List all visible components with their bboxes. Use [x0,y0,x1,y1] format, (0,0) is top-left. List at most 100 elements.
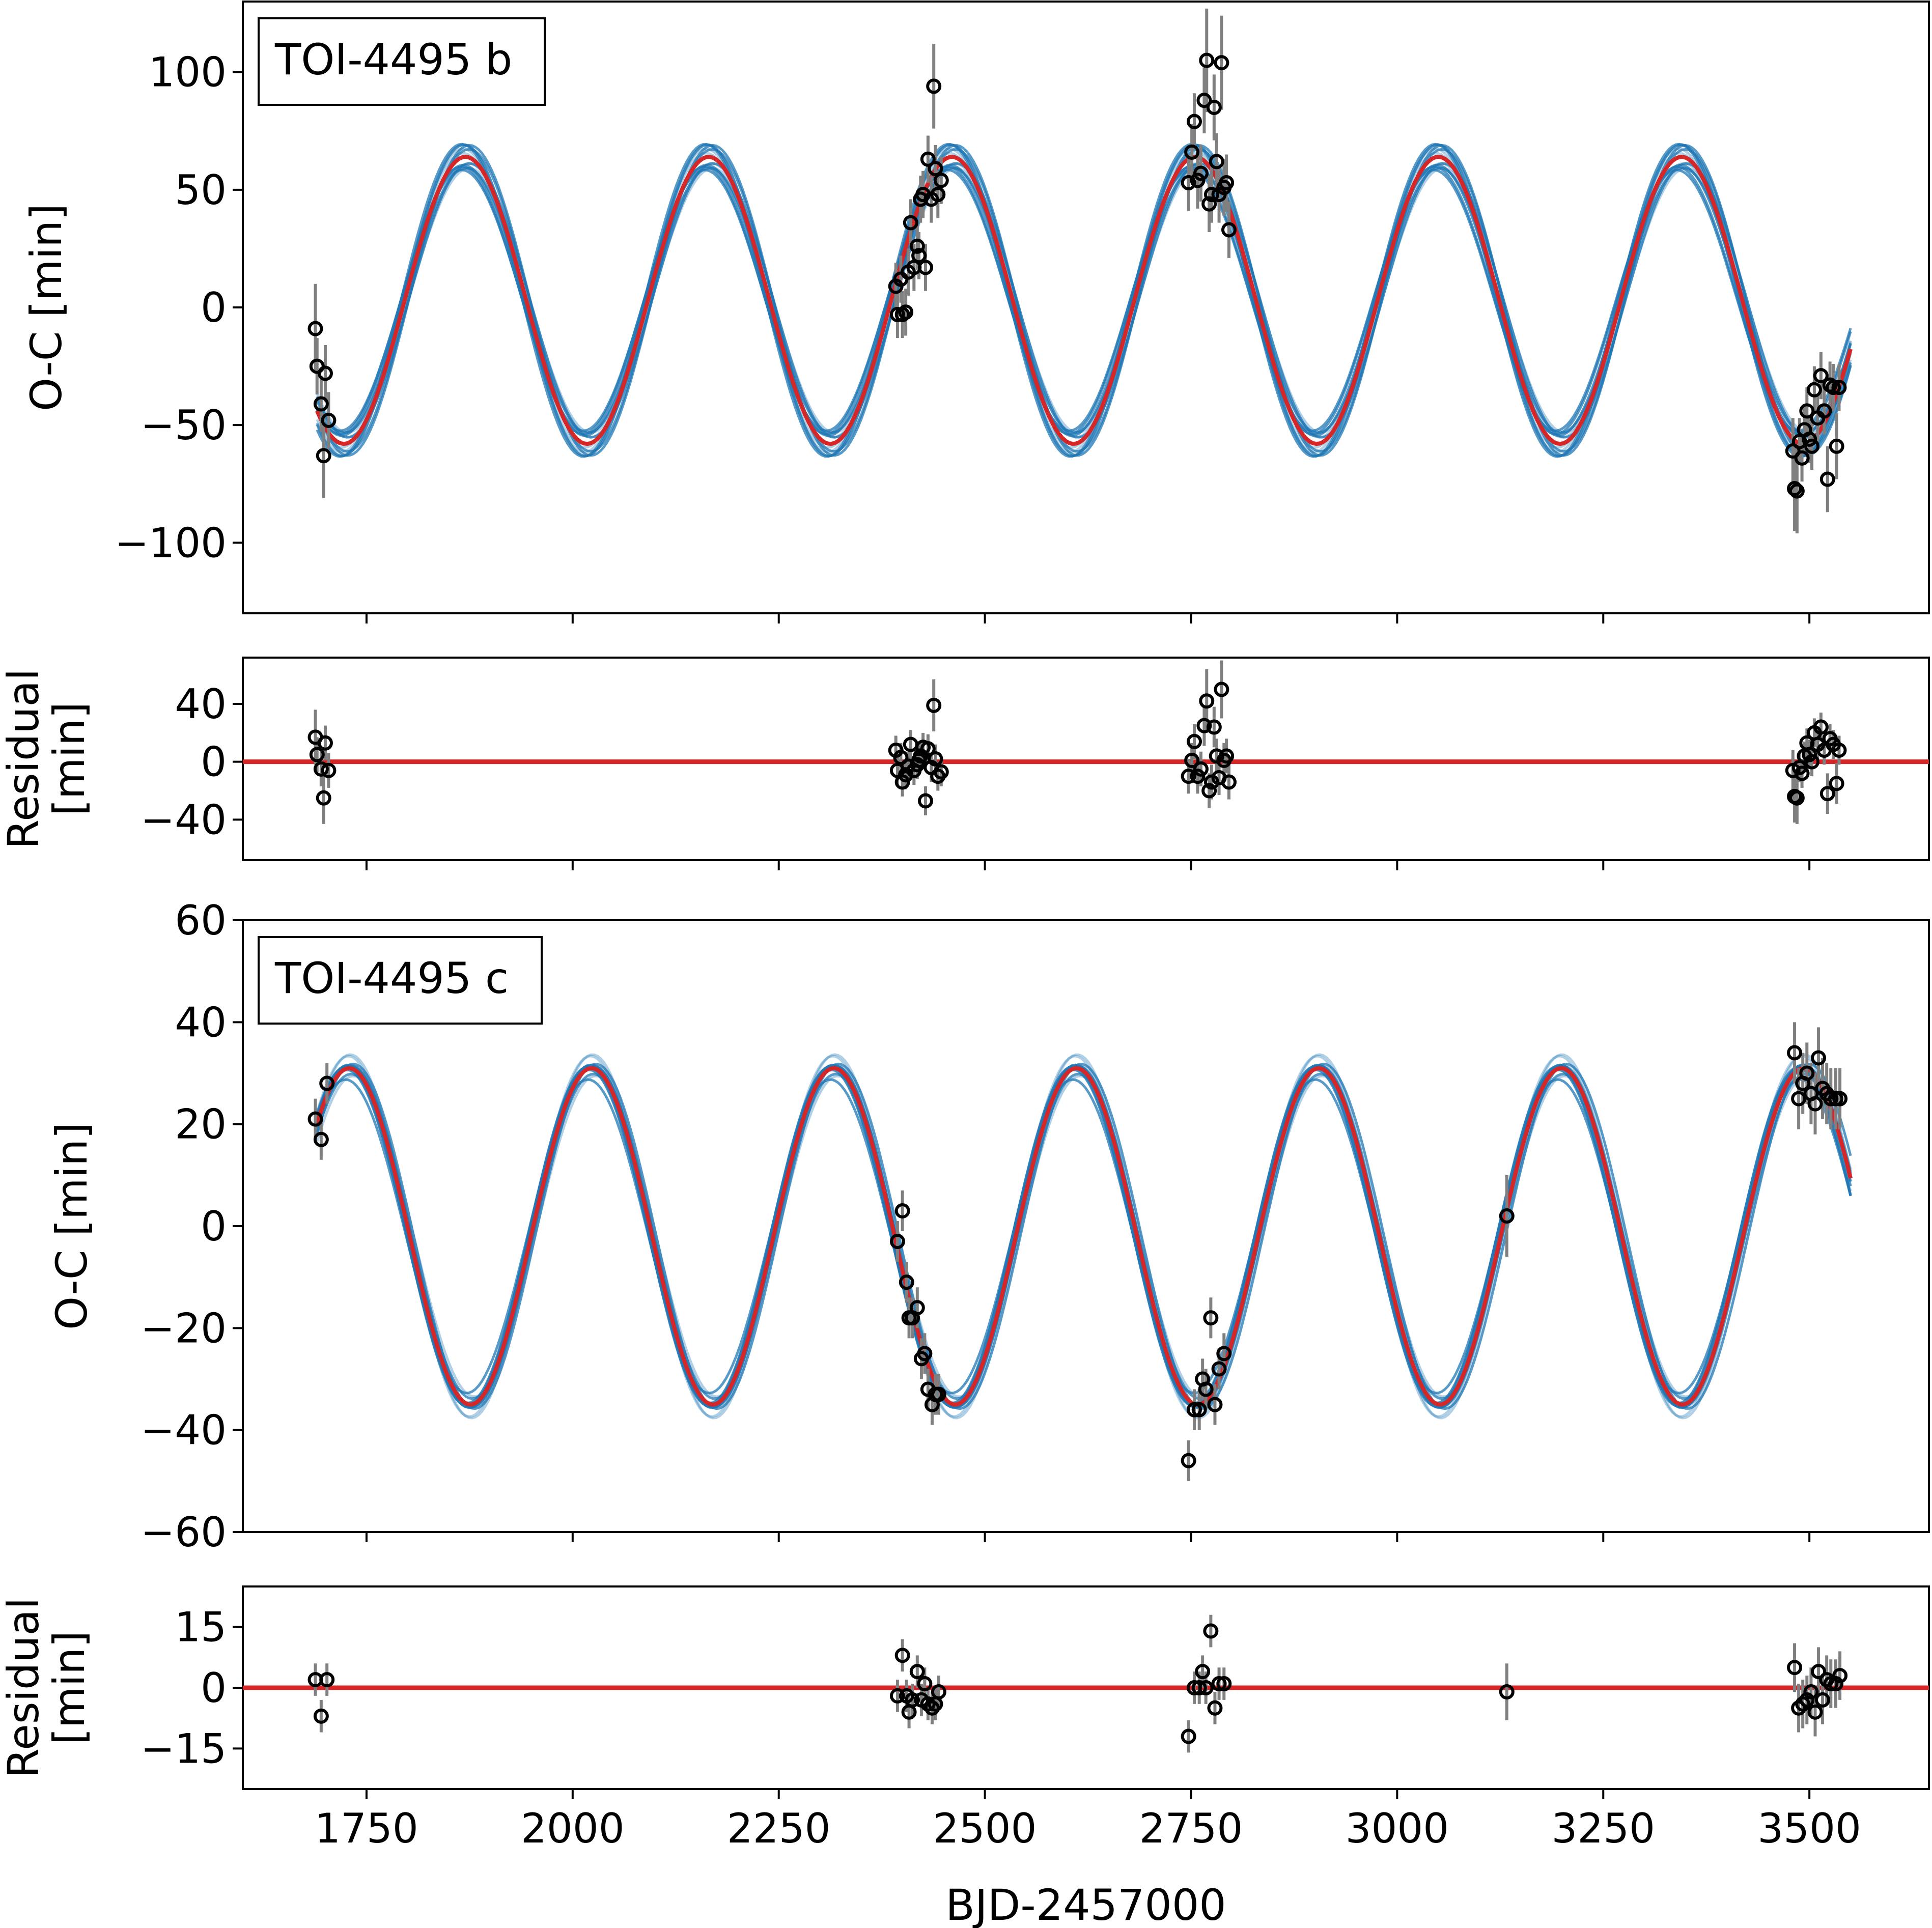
best-fit-curve [315,155,1853,446]
data-point [909,1300,925,1316]
data-point [1221,774,1237,790]
data-point [1810,1050,1826,1066]
data-point [926,78,942,94]
data-point [1807,1704,1823,1720]
data-point [1196,718,1212,733]
data-point [316,790,331,806]
panel-title-c: TOI-4495 c [274,953,509,1003]
data-point [317,735,333,751]
data-point [889,1234,905,1250]
data-point [1198,1381,1214,1397]
y-tick-label: −15 [141,1725,227,1772]
x-tick-label: 2500 [933,1805,1037,1852]
data-point [1186,733,1202,749]
data-point [1198,1680,1214,1695]
data-point [917,793,933,809]
data-point [1499,1684,1515,1699]
data-point [1794,765,1810,781]
data-point [1214,682,1229,697]
panel-c-oc: −60 −40 −20 0 20 40 60 [141,897,1853,1556]
data-point [1807,1096,1823,1112]
data-point [313,1708,329,1724]
data-point [931,1684,946,1699]
ylabel-b-res-line1: Residual [0,669,48,849]
data-point [1219,175,1235,190]
data-point [1791,1091,1807,1107]
data-point [1828,1676,1843,1692]
data-point [1206,719,1222,735]
data-point [1181,175,1196,190]
data-point [1193,761,1209,777]
data-point [1815,1692,1831,1708]
data-point [307,1111,323,1127]
data-point [1207,1700,1223,1716]
y-tick-label: −40 [141,1407,227,1454]
data-point [1199,693,1215,709]
data-point [1816,403,1832,419]
x-tick-label: 3500 [1757,1805,1861,1852]
data-point [1819,471,1835,487]
data-point [1794,450,1810,466]
data-point [1787,480,1803,496]
data-point [1789,483,1805,499]
ylabel-b-res-line2: [min] [44,702,94,816]
y-tick-label: 100 [149,49,227,96]
panel-c-res: −15 0 15 1750 2000 2250 2500 2750 3000 3250 3500 [141,1604,1929,1852]
posterior-draw-curve [316,144,1852,458]
data-point [917,1346,933,1362]
data-point [1789,790,1805,806]
data-point [1799,1692,1815,1708]
data-point [1813,719,1829,735]
y-tick-label: 0 [201,1664,227,1712]
y-tick-label: −20 [141,1305,227,1352]
data-point [1823,1091,1839,1107]
y-tick-label: −50 [141,402,227,449]
data-point [313,1131,329,1147]
data-point [1191,1402,1207,1417]
plot-area [307,1022,1853,1481]
data-point [1196,93,1212,108]
plot-area [307,8,1853,533]
data-point [917,1676,933,1692]
data-point [909,1664,925,1680]
data-point [1819,786,1835,802]
data-point [1829,438,1844,454]
data-point [1826,380,1841,395]
x-tick-label: 3250 [1551,1805,1655,1852]
data-point [1803,1684,1819,1699]
x-tick-label: 3000 [1346,1805,1449,1852]
plot-area [243,1614,1929,1753]
y-tick-label: 40 [175,681,227,728]
data-point [319,1672,335,1688]
data-point [920,741,936,757]
data-point [894,1203,910,1218]
data-point [905,1692,920,1708]
y-tick-label: 20 [175,1101,227,1148]
data-point [317,365,333,381]
data-point [1499,1208,1515,1224]
data-point [307,321,323,336]
data-point [319,1075,335,1091]
data-point [1806,382,1822,398]
data-point [1787,1045,1803,1061]
data-point [1193,165,1209,181]
data-point [1181,1453,1196,1468]
panel-b-res: −40 0 40 [141,660,1929,870]
data-point [1203,187,1219,203]
y-tick-label: −60 [141,1509,227,1556]
data-point [1787,1660,1803,1676]
data-point [1186,114,1202,129]
data-point [313,396,329,412]
data-point [1832,1091,1848,1107]
data-point [313,761,329,777]
data-point [1203,1310,1219,1326]
data-point [1216,1346,1232,1362]
x-tick-label: 2750 [1139,1805,1243,1852]
data-point [1214,55,1229,71]
ylabel-c-res-line1: Residual [0,1598,48,1778]
data-point [1802,747,1817,762]
data-point [1216,1676,1232,1692]
data-point [1211,1361,1227,1377]
data-point [309,747,325,762]
